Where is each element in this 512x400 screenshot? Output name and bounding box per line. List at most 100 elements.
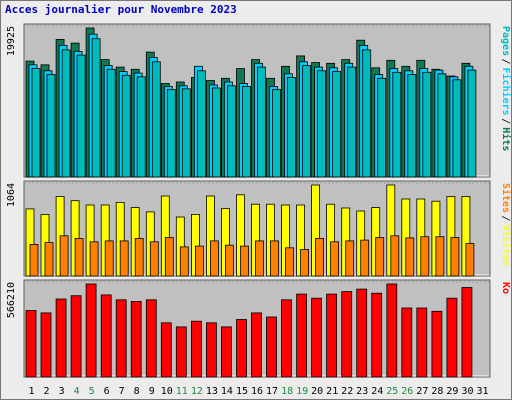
x-tick-label-day-9: 9 [149,386,155,397]
bar-ko-day-20 [311,297,323,378]
bar-pages-day-20 [317,70,327,178]
bar-sites-day-25 [390,235,400,277]
bar-pages-day-1 [31,68,41,178]
bar-ko-day-24 [371,292,383,378]
x-tick-label-day-2: 2 [43,386,49,397]
x-tick-label-day-24: 24 [371,386,383,397]
bar-ko-day-3 [55,298,67,378]
x-tick-label-day-5: 5 [89,386,95,397]
bar-pages-day-16 [257,66,266,178]
bar-sites-day-26 [405,237,415,277]
bar-pages-day-10 [166,89,176,178]
bar-pages-day-5 [91,38,101,178]
x-tick-label-day-31: 31 [476,386,488,397]
bar-pages-day-8 [136,76,146,178]
x-tick-label-day-8: 8 [134,386,140,397]
legend-separator: / [500,59,511,65]
x-tick-label-day-12: 12 [191,386,203,397]
x-tick-label-day-18: 18 [281,386,293,397]
bar-sites-day-12 [194,245,204,277]
bar-ko-day-4 [70,295,82,378]
bar-sites-day-5 [89,241,99,277]
x-tick-label-day-26: 26 [401,386,413,397]
legend-separator: / [500,216,511,222]
bar-sites-day-10 [164,237,174,277]
x-tick-label-day-15: 15 [236,386,248,397]
bar-sites-day-20 [315,237,325,277]
bar-sites-day-27 [420,236,430,277]
x-tick-label-day-22: 22 [341,386,353,397]
bar-ko-day-28 [431,310,443,378]
bar-pages-day-2 [46,74,56,178]
bar-sites-day-6 [104,240,114,277]
bar-ko-day-12 [190,320,202,378]
bar-ko-day-15 [236,319,247,378]
bar-ko-day-21 [326,293,338,378]
legend-label-visites: Visites [500,225,511,267]
legend-label-fichiers: Fichiers [500,68,511,116]
bar-pages-day-3 [61,49,71,178]
bar-sites-day-1 [29,243,39,277]
x-tick-label-day-3: 3 [59,386,65,397]
bar-ko-day-29 [446,297,458,378]
bar-sites-day-15 [240,245,249,277]
bar-sites-day-30 [465,243,475,277]
bar-pages-day-9 [151,61,161,178]
legend-separator: / [500,118,511,124]
bar-pages-day-6 [106,68,116,178]
x-tick-label-day-19: 19 [296,386,308,397]
bar-ko-day-2 [40,312,52,378]
chart-title: Acces journalier pour Novembre 2023 [5,3,237,16]
x-tick-label-day-28: 28 [431,386,443,397]
bar-ko-day-27 [416,307,428,378]
bar-ko-day-6 [100,294,112,378]
x-tick-label-day-16: 16 [251,386,263,397]
bar-sites-day-3 [59,235,69,277]
bar-ko-day-9 [145,299,157,378]
bar-pages-day-24 [377,77,387,178]
x-tick-label-day-4: 4 [74,386,80,397]
bar-sites-day-22 [345,240,355,277]
x-tick-label-day-13: 13 [206,386,218,397]
x-tick-label-day-27: 27 [416,386,428,397]
bar-ko-day-22 [341,291,353,378]
bar-sites-day-21 [330,241,340,277]
bar-sites-day-28 [435,236,445,277]
x-tick-label-day-11: 11 [176,386,188,397]
x-tick-label-day-29: 29 [446,386,458,397]
bar-sites-day-24 [375,237,385,277]
bar-pages-day-27 [422,71,432,178]
bar-sites-day-23 [360,239,370,277]
bar-pages-day-29 [452,79,462,178]
bar-sites-day-11 [179,246,189,277]
bar-pages-day-26 [407,74,417,178]
bar-sites-day-14 [224,244,234,277]
legend-label-sites: Sites [500,183,511,213]
bar-ko-day-14 [220,326,232,378]
bar-ko-day-1 [25,310,37,378]
bar-pages-day-21 [332,71,342,178]
x-tick-label-day-20: 20 [311,386,323,397]
bar-ko-day-19 [296,293,308,378]
bar-ko-day-11 [175,326,187,378]
bar-sites-day-7 [119,240,129,277]
bar-ko-day-17 [266,316,277,378]
bar-pages-day-19 [302,65,312,178]
bar-pages-day-30 [467,69,477,178]
bar-pages-day-13 [211,87,221,178]
x-tick-label-day-10: 10 [161,386,173,397]
bar-sites-day-9 [149,241,159,277]
bar-sites-day-16 [255,240,264,277]
bar-ko-day-18 [281,299,292,378]
bar-pages-day-7 [121,74,131,178]
x-tick-label-day-14: 14 [221,386,233,397]
bar-pages-day-14 [226,85,236,178]
bar-ko-day-5 [85,283,97,378]
bar-ko-day-25 [386,283,398,378]
x-tick-label-day-21: 21 [326,386,338,397]
bar-ko-day-7 [115,299,127,378]
bar-pages-day-22 [347,66,357,178]
y-max-label: 19925 [6,26,17,56]
